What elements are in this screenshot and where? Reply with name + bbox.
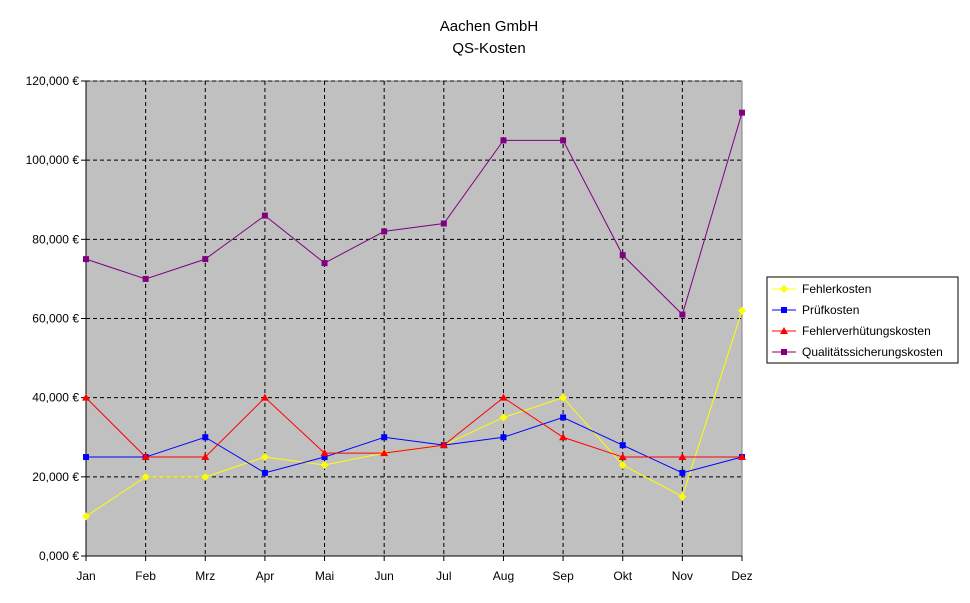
data-point — [440, 220, 447, 227]
data-point — [261, 212, 268, 219]
y-tick-label: 100,000 € — [26, 153, 80, 167]
data-point — [499, 393, 508, 401]
x-tick-label: Sep — [552, 569, 574, 583]
legend-item: Fehlerverhütungskosten — [772, 324, 931, 338]
data-point — [678, 453, 687, 461]
data-point — [499, 413, 508, 422]
grid-lines — [86, 80, 742, 556]
data-point — [678, 492, 687, 501]
y-tick-label: 80,000 € — [32, 232, 79, 246]
y-tick-label: 40,000 € — [32, 391, 79, 405]
y-tick-label: 20,000 € — [32, 470, 79, 484]
series-4 — [83, 109, 745, 318]
legend: Fehlerkosten Prüfkosten Fehlerverhütungsko… — [766, 276, 959, 364]
y-tick-label: 0,000 € — [39, 549, 79, 563]
data-point — [560, 137, 567, 144]
chart-title: Aachen GmbH — [440, 18, 538, 35]
data-point — [559, 393, 568, 402]
legend-label: Prüfkosten — [802, 303, 859, 317]
data-point — [83, 256, 89, 263]
data-point — [739, 109, 745, 116]
data-point — [679, 311, 686, 318]
data-point — [82, 512, 90, 521]
y-tick-label: 120,000 € — [26, 74, 80, 88]
data-point — [320, 460, 329, 469]
x-tick-label: Apr — [256, 569, 275, 583]
legend-label: Qualitätssicherungskosten — [802, 345, 943, 359]
x-tick-label: Mai — [315, 569, 334, 583]
data-point — [738, 453, 746, 461]
data-point — [201, 472, 210, 481]
legend-item: Prüfkosten — [772, 303, 859, 317]
x-tick-label: Feb — [135, 569, 156, 583]
data-point — [679, 469, 686, 476]
legend-box — [766, 276, 959, 364]
x-tick-label: Jan — [76, 569, 95, 583]
data-point — [320, 449, 329, 457]
legend-marker — [780, 327, 788, 334]
legend-marker — [781, 349, 787, 355]
data-point — [321, 260, 328, 267]
legend-marker — [781, 307, 787, 313]
legend-item: Fehlerkosten — [772, 282, 871, 296]
data-point — [560, 414, 567, 421]
x-tick-label: Dez — [731, 569, 752, 583]
data-point — [380, 449, 389, 457]
x-tick-label: Okt — [613, 569, 632, 583]
data-point — [83, 454, 89, 461]
data-point — [260, 393, 269, 401]
data-point — [619, 442, 626, 449]
data-point — [142, 275, 149, 282]
series-layer — [82, 109, 746, 521]
data-point — [202, 434, 209, 441]
data-point — [261, 469, 268, 476]
data-point — [321, 454, 328, 461]
legend-item: Qualitätssicherungskosten — [772, 345, 943, 359]
data-point — [738, 306, 746, 315]
series-3 — [82, 393, 746, 461]
data-point — [619, 252, 626, 259]
data-point — [559, 433, 568, 441]
data-point — [201, 453, 210, 461]
x-tick-label: Aug — [493, 569, 514, 583]
axes: 0,000 € 20,000 € 40,000 € 60,000 € 80,000 € 1… — [26, 74, 753, 583]
data-point — [202, 256, 209, 263]
data-point — [500, 434, 507, 441]
y-tick-label: 60,000 € — [32, 312, 79, 326]
data-point — [439, 441, 448, 449]
legend-label: Fehlerkosten — [802, 282, 871, 296]
x-tick-label: Jul — [436, 569, 451, 583]
legend-marker — [780, 285, 788, 293]
x-tick-label: Mrz — [195, 569, 215, 583]
chart-subtitle: QS-Kosten — [452, 40, 525, 57]
data-point — [500, 137, 507, 144]
data-point — [260, 453, 269, 462]
data-point — [141, 453, 150, 461]
x-tick-label: Nov — [672, 569, 693, 583]
legend-label: Fehlerverhütungskosten — [802, 324, 931, 338]
series-line — [85, 396, 742, 458]
data-point — [381, 434, 388, 441]
data-point — [618, 460, 627, 469]
data-point — [141, 472, 150, 481]
series-line — [85, 112, 743, 316]
x-tick-label: Jun — [375, 569, 394, 583]
data-point — [82, 393, 90, 401]
data-point — [618, 453, 627, 461]
series-line — [86, 416, 743, 474]
data-point — [381, 228, 388, 235]
